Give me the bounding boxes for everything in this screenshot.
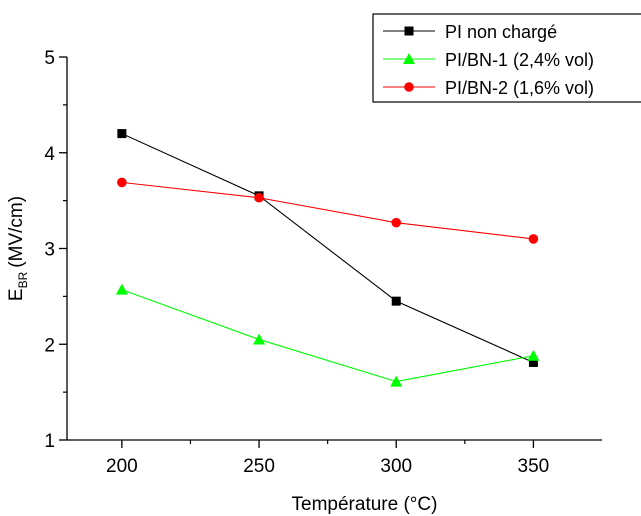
legend-item: PI/BN-1 (2,4% vol) <box>383 50 594 70</box>
y-tick-label: 2 <box>44 335 55 356</box>
legend: PI non chargé PI/BN-1 (2,4% vol) PI/BN-2 (… <box>372 13 641 103</box>
axes: 200 250 300 350 1 2 3 4 5 <box>44 48 602 477</box>
y-axis-label-unit: (MV/cm) <box>6 196 27 268</box>
data-point <box>253 333 266 345</box>
data-point <box>117 129 127 139</box>
x-axis-label: Température (°C) <box>292 494 438 515</box>
data-point <box>390 375 403 387</box>
data-point <box>391 217 402 228</box>
y-axis-label-main: E <box>6 288 27 301</box>
series-line <box>121 133 534 363</box>
legend-label: PI non chargé <box>445 22 557 42</box>
legend-marker <box>404 82 414 92</box>
legend-item: PI/BN-2 (1,6% vol) <box>383 78 594 98</box>
data-point <box>528 357 538 367</box>
x-tick-label: 200 <box>106 456 138 477</box>
data-point <box>527 349 540 361</box>
data-point <box>117 177 127 188</box>
y-tick-label: 4 <box>44 144 55 165</box>
y-axis-label-subscript: BR <box>16 271 30 288</box>
x-tick-label: 350 <box>518 456 550 477</box>
legend-label: PI/BN-1 (2,4% vol) <box>445 50 594 70</box>
y-tick-label: 5 <box>44 48 55 69</box>
legend-item: PI non chargé <box>383 22 557 42</box>
data-point <box>115 283 128 295</box>
legend-marker <box>404 26 414 36</box>
y-tick-label: 3 <box>44 240 55 261</box>
data-point <box>391 296 401 306</box>
series-line <box>121 289 534 383</box>
y-axis-label: EBR (MV/cm) <box>6 196 30 301</box>
y-tick-label: 1 <box>44 431 55 452</box>
series-1 <box>117 129 538 367</box>
data-point <box>528 234 539 244</box>
series-2 <box>115 283 540 387</box>
series-layer <box>115 129 540 387</box>
x-tick-label: 250 <box>243 456 275 477</box>
legend-label: PI/BN-2 (1,6% vol) <box>445 78 594 98</box>
legend-marker <box>403 53 415 64</box>
data-point <box>254 192 264 203</box>
series-3 <box>117 177 539 244</box>
series-line <box>121 181 534 240</box>
x-tick-label: 300 <box>380 456 412 477</box>
